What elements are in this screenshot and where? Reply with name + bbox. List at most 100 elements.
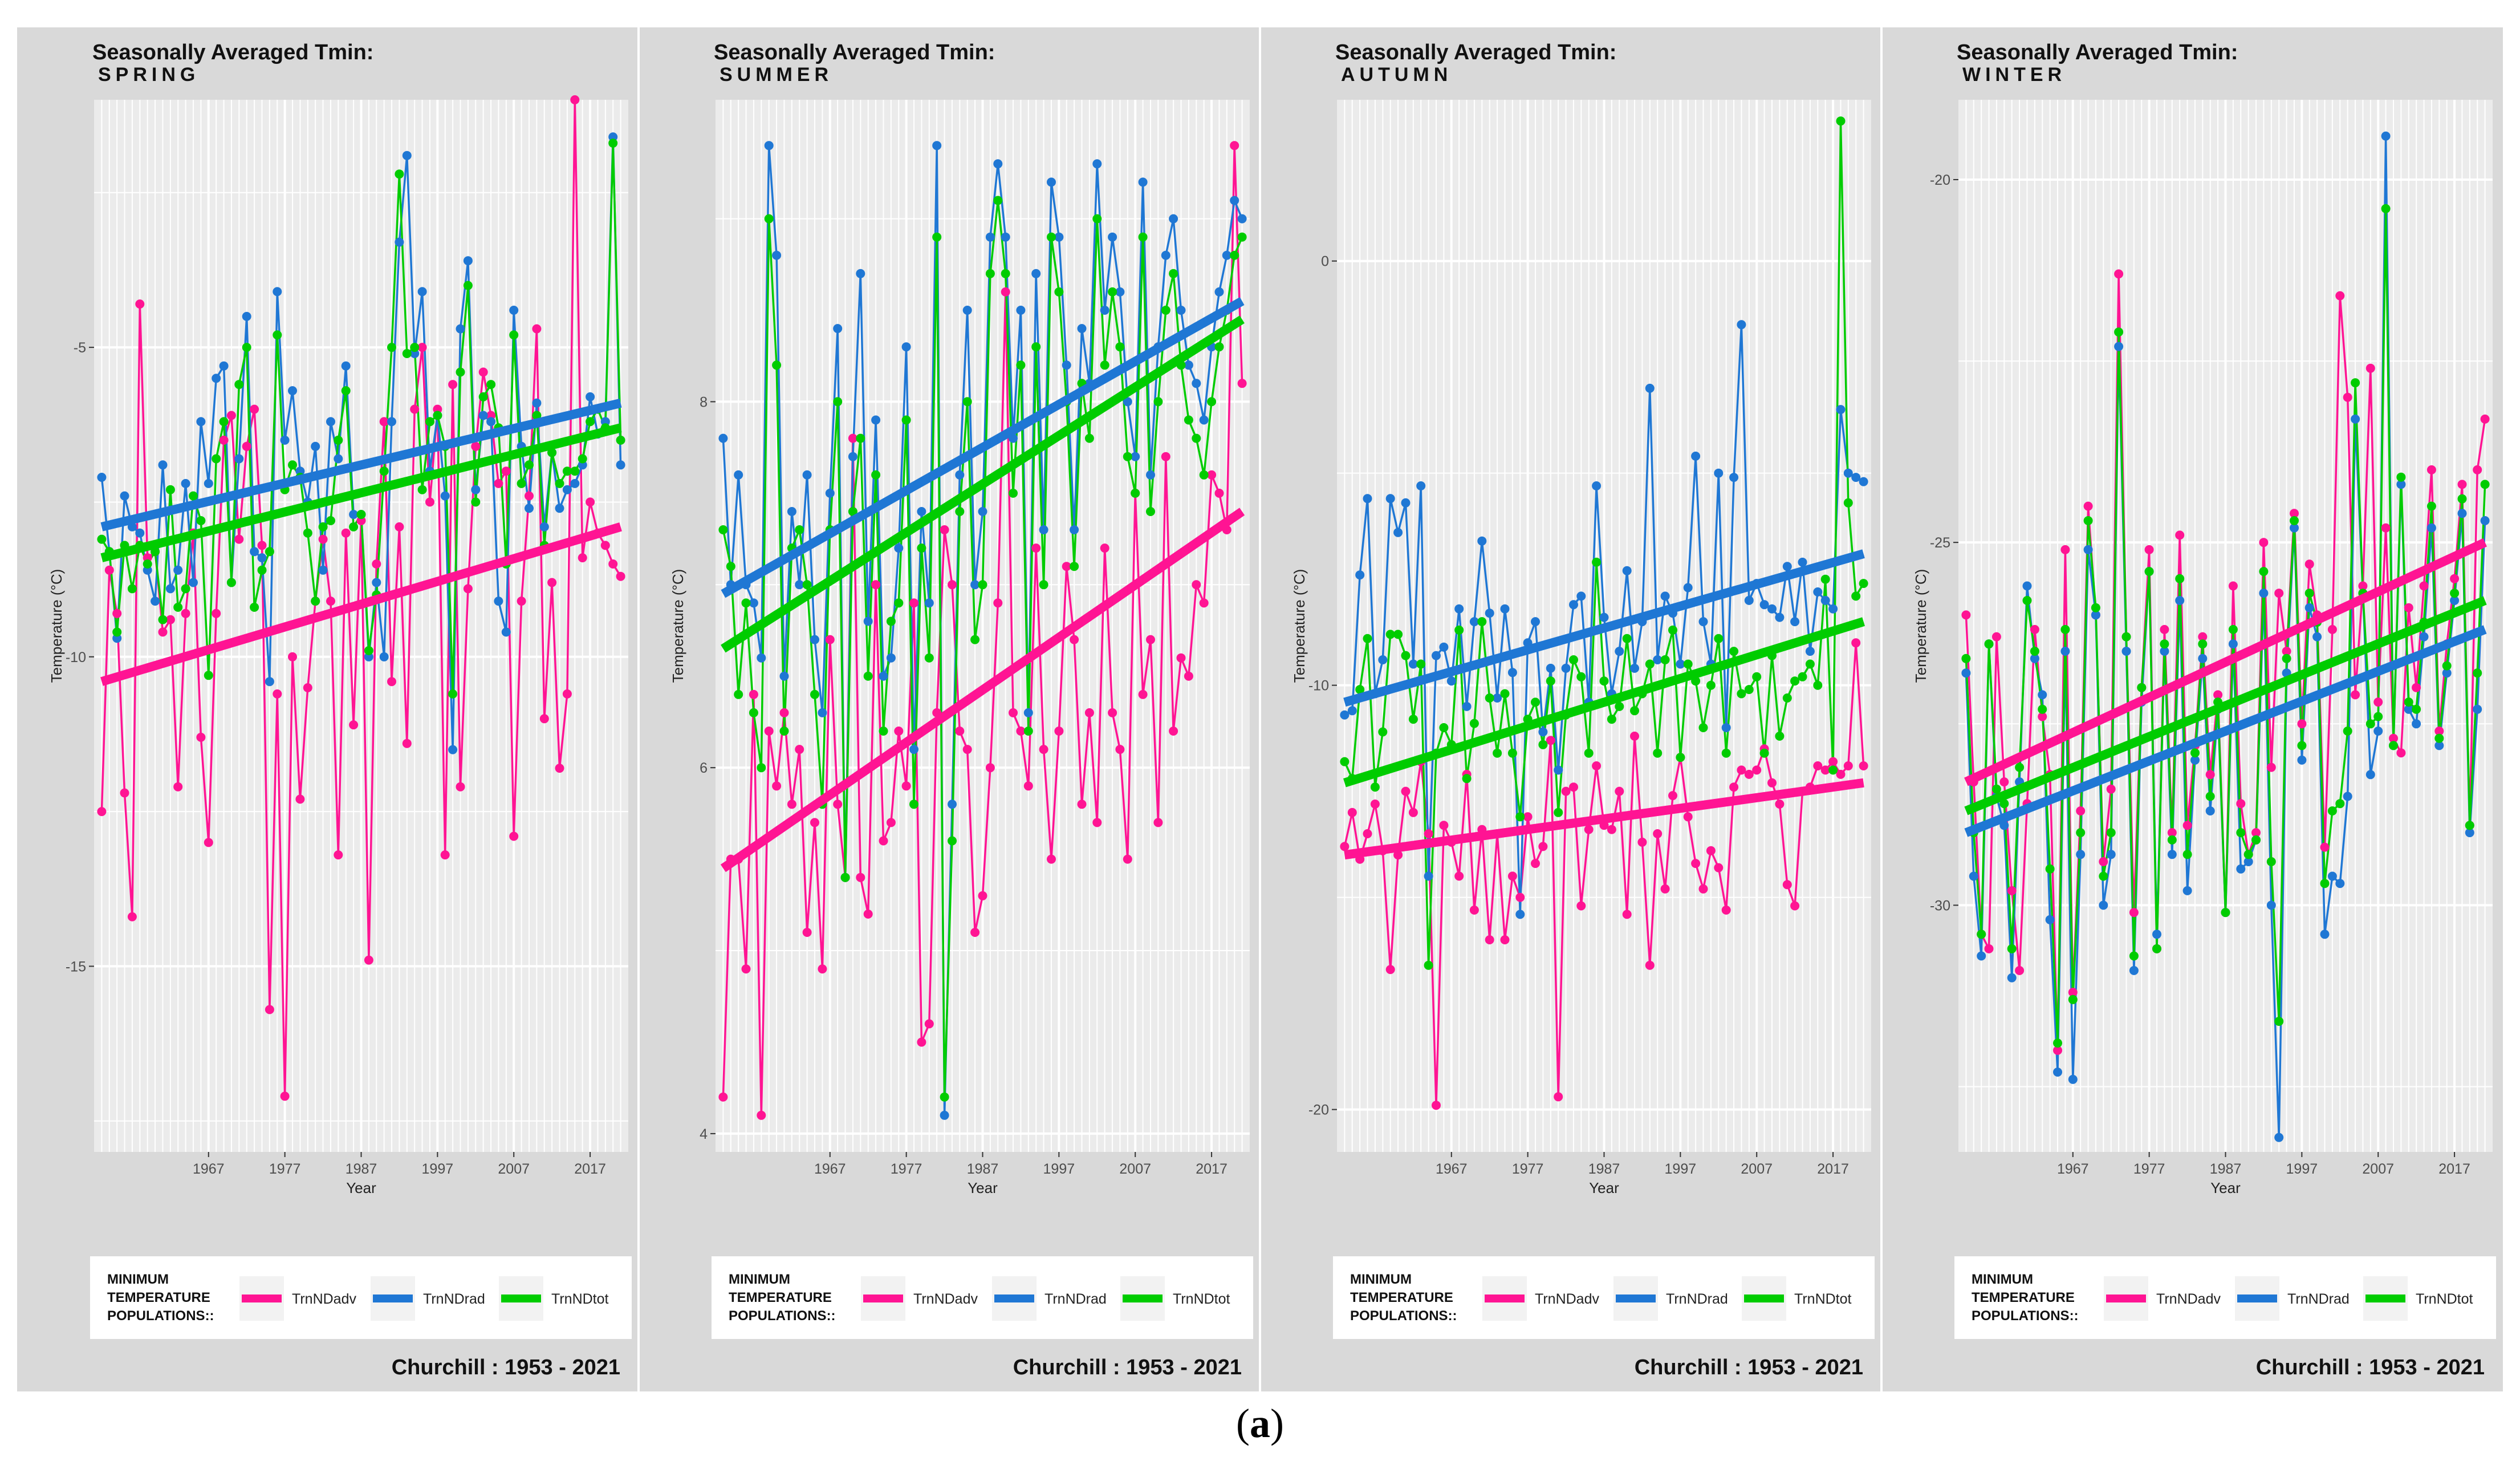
- data-point-TrnNDtot: [2434, 733, 2444, 743]
- data-point-TrnNDtot: [2290, 516, 2299, 525]
- data-point-TrnNDrad: [196, 417, 206, 427]
- data-point-TrnNDtot: [1161, 306, 1170, 315]
- data-point-TrnNDadv: [1401, 786, 1411, 796]
- data-point-TrnNDadv: [787, 800, 796, 809]
- data-point-TrnNDtot: [1721, 748, 1731, 758]
- data-point-TrnNDrad: [440, 491, 450, 501]
- x-tick-label: 2007: [498, 1161, 530, 1177]
- data-point-TrnNDadv: [1016, 727, 1026, 736]
- data-point-TrnNDtot: [1584, 748, 1594, 758]
- data-point-TrnNDtot: [1084, 433, 1094, 443]
- data-point-TrnNDtot: [1199, 470, 1209, 480]
- x-tick-label: 1967: [1436, 1161, 1468, 1177]
- data-point-TrnNDrad: [779, 671, 789, 681]
- legend-label-TrnNDtot: TrnNDtot: [1173, 1291, 1230, 1307]
- data-point-TrnNDtot: [1207, 397, 1217, 407]
- data-point-TrnNDrad: [985, 232, 995, 242]
- data-point-TrnNDtot: [1820, 574, 1830, 584]
- data-point-TrnNDtot: [917, 543, 926, 553]
- y-tick-label: 4: [700, 1126, 708, 1142]
- data-point-TrnNDrad: [1477, 536, 1487, 546]
- data-point-TrnNDrad: [1054, 232, 1064, 242]
- data-point-TrnNDadv: [879, 836, 888, 846]
- data-point-TrnNDadv: [2167, 828, 2177, 838]
- data-point-TrnNDtot: [1836, 116, 1846, 126]
- x-tick-label: 1977: [1512, 1161, 1544, 1177]
- data-point-TrnNDrad: [2083, 545, 2093, 554]
- data-point-TrnNDtot: [173, 602, 183, 612]
- panel-title: Seasonally Averaged Tmin:: [714, 40, 995, 64]
- data-point-TrnNDtot: [181, 584, 190, 594]
- data-point-TrnNDtot: [425, 417, 434, 427]
- data-point-TrnNDadv: [1851, 638, 1861, 648]
- data-point-TrnNDadv: [1714, 863, 1724, 873]
- data-point-TrnNDtot: [2426, 501, 2436, 511]
- data-point-TrnNDtot: [1184, 415, 1193, 425]
- data-point-TrnNDtot: [795, 525, 804, 534]
- data-point-TrnNDadv: [1031, 543, 1041, 553]
- data-point-TrnNDadv: [471, 441, 481, 451]
- data-point-TrnNDrad: [2236, 864, 2246, 874]
- data-point-TrnNDrad: [1538, 727, 1548, 737]
- trend-line-TrnNDadv: [1344, 778, 1864, 860]
- legend-label-TrnNDrad: TrnNDrad: [423, 1291, 485, 1307]
- data-point-TrnNDadv: [1054, 727, 1064, 736]
- data-point-TrnNDtot: [2091, 603, 2100, 612]
- data-point-TrnNDrad: [2465, 828, 2474, 838]
- data-point-TrnNDrad: [1569, 600, 1578, 610]
- data-point-TrnNDtot: [288, 460, 297, 470]
- data-point-TrnNDadv: [901, 781, 911, 791]
- data-point-TrnNDrad: [1737, 320, 1746, 330]
- data-point-TrnNDtot: [1408, 715, 1418, 724]
- figure-caption: (a): [0, 1400, 2520, 1447]
- data-point-TrnNDrad: [1070, 525, 1079, 534]
- data-point-TrnNDrad: [471, 485, 481, 494]
- data-point-TrnNDrad: [219, 361, 229, 371]
- data-point-TrnNDrad: [955, 470, 965, 480]
- data-point-TrnNDrad: [856, 269, 865, 278]
- data-point-TrnNDrad: [863, 616, 873, 626]
- data-point-TrnNDadv: [372, 559, 381, 569]
- data-point-TrnNDrad: [772, 250, 782, 260]
- data-point-TrnNDtot: [2121, 632, 2131, 642]
- legend-title: MINIMUM: [1972, 1272, 2033, 1287]
- data-point-TrnNDadv: [2236, 799, 2246, 809]
- data-point-TrnNDtot: [909, 800, 918, 809]
- data-point-TrnNDtot: [1729, 647, 1739, 656]
- data-point-TrnNDadv: [532, 324, 542, 334]
- data-point-TrnNDtot: [127, 584, 137, 594]
- data-point-TrnNDrad: [848, 452, 857, 461]
- data-point-TrnNDtot: [433, 411, 442, 420]
- data-point-TrnNDtot: [2015, 762, 2025, 772]
- data-point-TrnNDtot: [1615, 701, 1624, 711]
- data-point-TrnNDrad: [173, 565, 183, 575]
- legend-title: TEMPERATURE: [107, 1290, 210, 1305]
- data-point-TrnNDrad: [2327, 871, 2337, 881]
- data-point-TrnNDadv: [802, 928, 812, 937]
- data-point-TrnNDrad: [2152, 930, 2161, 939]
- data-point-TrnNDrad: [1469, 617, 1479, 627]
- legend-label-TrnNDadv: TrnNDadv: [1535, 1291, 1599, 1307]
- data-point-TrnNDtot: [2182, 850, 2192, 859]
- data-point-TrnNDrad: [749, 598, 758, 608]
- data-point-TrnNDtot: [1469, 719, 1479, 728]
- data-point-TrnNDrad: [993, 159, 1003, 169]
- data-point-TrnNDrad: [1023, 708, 1033, 717]
- data-point-TrnNDadv: [1092, 818, 1102, 827]
- data-point-TrnNDadv: [2365, 363, 2375, 373]
- data-point-TrnNDtot: [562, 466, 572, 476]
- data-point-TrnNDadv: [1561, 786, 1571, 796]
- data-point-TrnNDtot: [2450, 589, 2460, 598]
- data-point-TrnNDrad: [1031, 269, 1041, 278]
- data-point-TrnNDrad: [586, 392, 595, 401]
- data-point-TrnNDadv: [1523, 812, 1533, 822]
- data-point-TrnNDtot: [349, 522, 359, 531]
- data-point-TrnNDtot: [2381, 204, 2391, 213]
- data-point-TrnNDtot: [1630, 706, 1639, 716]
- x-tick-label: 1977: [891, 1161, 922, 1177]
- data-point-TrnNDtot: [1706, 680, 1716, 690]
- data-point-TrnNDadv: [417, 343, 427, 352]
- data-point-TrnNDrad: [1851, 473, 1861, 482]
- data-point-TrnNDadv: [562, 689, 572, 699]
- data-point-TrnNDrad: [288, 386, 297, 396]
